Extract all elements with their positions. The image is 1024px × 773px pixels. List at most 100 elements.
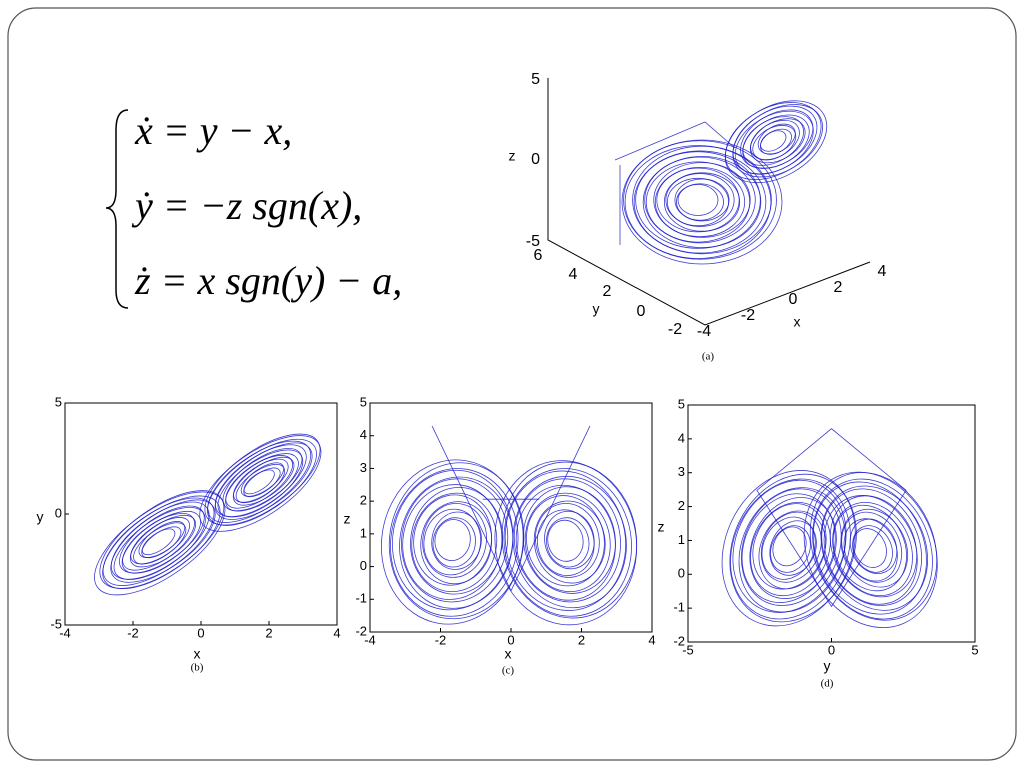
trajectory: [199, 435, 322, 532]
trajectory: [832, 504, 907, 592]
trajectory: [729, 473, 857, 623]
trajectory: [624, 145, 772, 259]
trajectory: [214, 442, 313, 520]
tick-label-3d: 2: [603, 283, 612, 300]
y-tick-label: -5: [50, 616, 62, 631]
trajectory: [829, 495, 918, 598]
x-tick-label: 4: [333, 625, 340, 640]
trajectory: [235, 463, 285, 504]
trajectory: [402, 484, 503, 600]
trajectory: [233, 458, 289, 503]
y-tick-label: 5: [55, 394, 62, 409]
y-tick-label: 1: [360, 525, 367, 540]
tick-label-3d: 4: [569, 266, 578, 283]
trajectory: [214, 444, 307, 518]
trajectory: [665, 173, 735, 227]
trajectory: [524, 492, 611, 593]
x-tick-label: -4: [364, 632, 376, 647]
trajectory: [761, 516, 816, 580]
trajectory: [654, 166, 746, 238]
trajectory: [632, 145, 772, 255]
trajectory: [423, 508, 482, 576]
trajectory: [390, 468, 519, 617]
trajectory: [138, 521, 186, 558]
trajectory: [225, 453, 299, 512]
trajectory: [207, 440, 312, 523]
trajectory: [820, 485, 929, 611]
trajectory: [391, 469, 514, 611]
trajectory: [533, 500, 606, 584]
y-tick-label: 2: [678, 498, 685, 513]
trajectory: [388, 462, 525, 620]
trajectory: [422, 503, 487, 578]
trajectory: [772, 526, 807, 567]
y-tick-label: 2: [360, 493, 367, 508]
trajectory: [243, 469, 275, 495]
trajectory: [803, 471, 938, 629]
trajectory: [401, 478, 509, 603]
x-tick-label: -4: [59, 625, 71, 640]
trajectory: [840, 508, 909, 588]
y-axis-label: y: [593, 301, 600, 317]
trajectory: [809, 472, 938, 621]
z-axis-label: z: [509, 148, 516, 164]
trajectory: [614, 121, 736, 245]
y-tick-label: 3: [678, 464, 685, 479]
trajectory: [738, 487, 846, 613]
trajectory: [544, 510, 595, 570]
y-axis-label: z: [658, 519, 665, 535]
trajectory: [645, 161, 751, 243]
trajectory: [667, 177, 729, 227]
y-axis-label: y: [37, 509, 44, 525]
y-tick-label: -2: [355, 623, 367, 638]
trajectory: [522, 486, 616, 594]
caption: (c): [502, 665, 515, 677]
y-tick-label: 4: [678, 430, 685, 445]
trajectory: [217, 449, 304, 518]
trajectory: [623, 140, 777, 260]
tick-label-3d: 0: [531, 151, 540, 168]
trajectory: [513, 478, 621, 603]
trajectory: [537, 509, 595, 576]
trajectory: [749, 497, 837, 599]
x-tick-label: 2: [578, 632, 585, 647]
trajectory: [526, 495, 605, 587]
trajectory: [758, 510, 826, 590]
trajectory: [656, 167, 740, 233]
tick-label-3d: -2: [668, 321, 682, 338]
tick-label-3d: -5: [526, 233, 540, 250]
trajectory: [494, 460, 638, 626]
trajectory: [843, 518, 898, 582]
y-tick-label: 0: [678, 566, 685, 581]
y-tick-label: 0: [55, 505, 62, 520]
tick-label-3d: 6: [534, 247, 543, 264]
y-tick-label: 1: [678, 532, 685, 547]
trajectory: [503, 468, 632, 617]
x-tick-label: 0: [507, 632, 514, 647]
tick-label-3d: -4: [697, 323, 711, 340]
equation: ẏ = −z sgn(x),: [131, 183, 362, 228]
caption: (b): [191, 662, 204, 674]
tick-label-3d: 5: [531, 71, 540, 88]
x-tick-label: -5: [682, 642, 694, 657]
y-tick-label: -1: [355, 591, 367, 606]
equation: ẋ = y − x,: [134, 108, 292, 153]
caption: (a): [702, 351, 715, 363]
trajectory: [852, 525, 893, 573]
trajectory: [821, 488, 923, 606]
trajectory: [204, 433, 321, 526]
trajectory: [535, 503, 600, 578]
y-tick-label: 5: [678, 396, 685, 411]
trajectory: [663, 172, 741, 232]
tick-label-3d: 4: [878, 263, 887, 280]
trajectory: [410, 486, 504, 595]
trajectory: [832, 501, 913, 597]
x-tick-label: 4: [648, 632, 655, 647]
tick-label-3d: -2: [741, 307, 755, 324]
x-tick-label: -2: [127, 625, 139, 640]
equation: ż = x sgn(y) − a,: [134, 258, 402, 303]
x-tick-label: 2: [265, 625, 272, 640]
trajectory: [849, 518, 898, 574]
